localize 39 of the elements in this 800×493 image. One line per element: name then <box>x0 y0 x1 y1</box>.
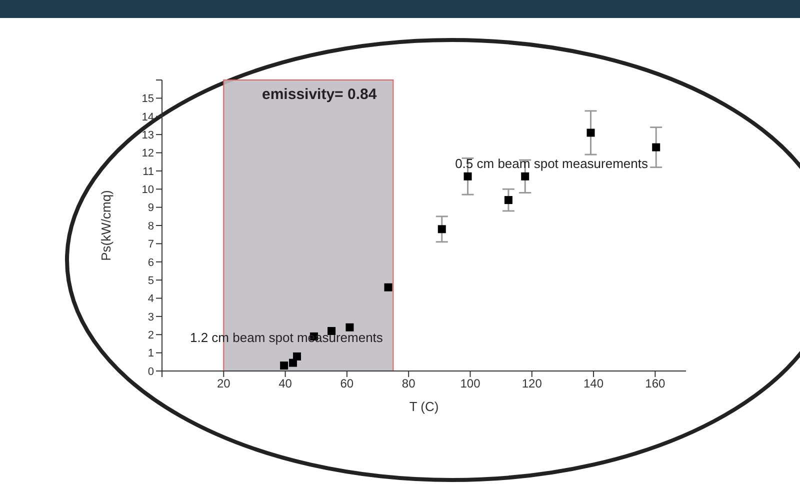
point <box>652 143 660 152</box>
point <box>464 172 472 180</box>
y-tick-label: 0 <box>148 366 154 378</box>
point <box>586 128 595 137</box>
y-tick-label: 8 <box>148 220 154 232</box>
point <box>521 172 530 180</box>
x-tick-label: 160 <box>645 376 666 391</box>
point <box>504 196 512 204</box>
x-tick-label: 100 <box>460 376 481 391</box>
y-tick-label: 14 <box>142 111 154 124</box>
annotation: emissivity= 0.84 <box>262 86 377 103</box>
y-tick-label: 11 <box>142 166 154 178</box>
y-axis-title: Ps(kW/cmq) <box>98 190 114 261</box>
y-tick-label: 13 <box>142 129 154 142</box>
x-tick-label: 120 <box>522 376 542 391</box>
annotation: 0.5 cm beam spot measurements <box>455 156 648 171</box>
point <box>438 225 446 234</box>
x-tick-label: 140 <box>584 376 604 391</box>
y-tick-label: 10 <box>142 184 154 196</box>
point <box>293 352 302 360</box>
y-tick-label: 12 <box>142 148 154 160</box>
y-tick-label: 3 <box>148 311 154 324</box>
point <box>346 323 354 332</box>
x-axis-title: T (C) <box>409 399 439 414</box>
y-tick-label: 4 <box>148 293 154 306</box>
y-tick-label: 9 <box>148 202 154 214</box>
y-tick-label: 7 <box>148 238 154 251</box>
x-tick-label: 40 <box>278 376 292 391</box>
y-tick-label: 5 <box>148 274 154 287</box>
point <box>384 283 392 292</box>
y-tick-label: 2 <box>148 330 154 342</box>
y-tick-label: 6 <box>148 256 154 269</box>
point <box>280 362 288 370</box>
x-tick-label: 60 <box>340 376 354 391</box>
x-tick-label: 80 <box>402 376 416 391</box>
y-tick-label: 15 <box>142 93 154 106</box>
y-tick-label: 1 <box>148 348 154 360</box>
point <box>289 358 297 367</box>
x-tick-label: 20 <box>216 376 231 391</box>
